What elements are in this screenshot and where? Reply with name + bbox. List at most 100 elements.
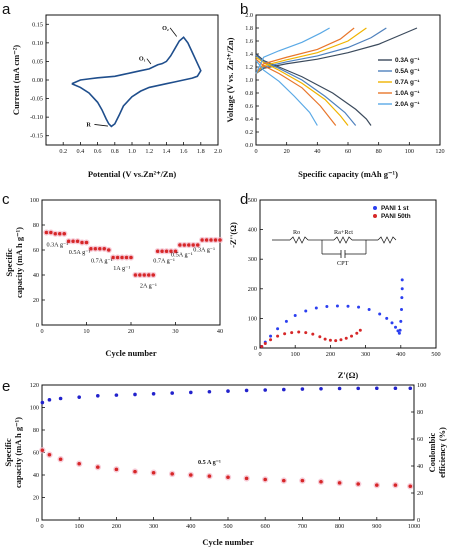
y-axis-label-e-line1: Specific bbox=[3, 438, 13, 467]
discharge-curve bbox=[255, 60, 318, 126]
y-tick-label-e: 20 bbox=[33, 495, 39, 502]
rate-label: 2A g⁻¹ bbox=[140, 283, 157, 290]
y-axis-label-d: -Z''(Ω) bbox=[228, 222, 238, 248]
y-tick-label-b: 0.6 bbox=[245, 103, 253, 110]
nyquist-point bbox=[399, 319, 403, 323]
capacity-point bbox=[96, 465, 100, 469]
nyquist-point bbox=[335, 304, 339, 308]
rate-label: 0.7A g⁻¹ bbox=[153, 258, 175, 265]
panel-label-c: c bbox=[2, 191, 10, 208]
data-point bbox=[191, 243, 196, 247]
efficiency-point bbox=[96, 394, 100, 398]
x-tick-label-c: 0 bbox=[40, 328, 43, 335]
nyquist-point bbox=[283, 332, 287, 336]
x-axis-label-e: Cycle number bbox=[202, 537, 253, 547]
panel-b: 0 20 40 60 80 100 120 0.0 0.2 0.4 0.6 0.8 1.0 1.2 1.4 1… bbox=[225, 1, 445, 179]
peak-arrow bbox=[169, 27, 178, 37]
y-tick-label-c: 60 bbox=[33, 247, 39, 254]
efficiency-point bbox=[263, 388, 268, 392]
nyquist-point bbox=[398, 328, 402, 332]
x-tick-label-a: 2.0 bbox=[214, 148, 222, 155]
data-point bbox=[93, 246, 98, 251]
nyquist-point bbox=[269, 334, 273, 338]
y-tick-label-c: 40 bbox=[33, 272, 39, 279]
y-tick-label-a: 0.15 bbox=[32, 21, 43, 28]
data-point bbox=[138, 273, 142, 277]
nyquist-point bbox=[323, 337, 327, 341]
x-tick-label-e: 200 bbox=[112, 523, 121, 530]
data-point bbox=[71, 239, 75, 244]
nyquist-point bbox=[318, 335, 322, 339]
legend-label: 0.5A g⁻¹ bbox=[395, 68, 419, 75]
legend-label: PANI 50th bbox=[381, 213, 411, 220]
legend-marker bbox=[373, 214, 377, 218]
x-tick-label-a: 1.8 bbox=[197, 148, 205, 155]
nyquist-point bbox=[400, 287, 404, 291]
y2-tick-label-e: 100 bbox=[417, 382, 426, 389]
panel-e: 0 100 200 300 400 500 600 700 800 900 100002040608… bbox=[2, 378, 447, 547]
x-tick-label-a: 1.0 bbox=[128, 148, 136, 155]
nyquist-point bbox=[346, 304, 350, 308]
resistor-rct bbox=[333, 236, 353, 244]
y-tick-label-e: 0 bbox=[36, 517, 39, 524]
nyquist-point bbox=[276, 334, 280, 338]
y-tick-label-d: 400 bbox=[248, 227, 257, 234]
y-tick-label-d: 300 bbox=[248, 256, 257, 263]
y-tick-label-a: -0.10 bbox=[30, 114, 43, 121]
capacity-point bbox=[282, 478, 286, 483]
efficiency-point bbox=[337, 386, 342, 391]
capacity-point bbox=[356, 482, 361, 486]
data-point bbox=[75, 239, 80, 244]
y-tick-label-d: 100 bbox=[248, 315, 257, 322]
efficiency-point bbox=[244, 388, 249, 393]
efficiency-point bbox=[151, 391, 156, 396]
capacity-point bbox=[77, 461, 81, 466]
data-point bbox=[187, 243, 191, 247]
peak-label: O₁ bbox=[139, 56, 146, 63]
efficiency-point bbox=[300, 387, 305, 391]
peak-arrow bbox=[146, 58, 152, 65]
data-point bbox=[53, 231, 58, 236]
nyquist-point bbox=[390, 321, 394, 325]
x-tick-label-d: 200 bbox=[326, 351, 335, 358]
peak-label: O₂ bbox=[162, 25, 169, 32]
efficiency-point bbox=[356, 386, 361, 391]
x-tick-label-a: 1.4 bbox=[163, 148, 171, 155]
y-tick-label-b: 1.2 bbox=[245, 64, 253, 71]
rate-label: 0.3A g⁻¹ bbox=[193, 246, 215, 253]
efficiency-point bbox=[40, 400, 45, 405]
nyquist-point bbox=[378, 312, 382, 316]
nyquist-point bbox=[394, 325, 398, 329]
x-tick-label-d: 400 bbox=[396, 351, 405, 358]
efficiency-point bbox=[189, 390, 193, 395]
nyquist-point bbox=[358, 328, 362, 332]
x-axis-label-a: Potential (V vs.Zn²⁺/Zn) bbox=[88, 169, 177, 179]
peak-label: R bbox=[86, 121, 91, 128]
resistor-ro bbox=[289, 236, 309, 244]
plot-frame-c bbox=[41, 199, 221, 326]
rate-label: 0.7A g⁻¹ bbox=[91, 258, 113, 265]
capacity-point bbox=[151, 470, 156, 475]
charge-curve bbox=[255, 27, 330, 74]
x-tick-label-c: 10 bbox=[83, 328, 89, 335]
y-tick-label-d: 0 bbox=[254, 345, 257, 352]
discharge-curve bbox=[255, 53, 372, 126]
x-tick-label-d: 300 bbox=[361, 351, 370, 358]
x-tick-label-b: 100 bbox=[405, 148, 414, 155]
x-tick-label-e: 400 bbox=[186, 523, 195, 530]
efficiency-point bbox=[408, 386, 413, 391]
circuit-label-ro: Ro bbox=[293, 229, 300, 236]
x-tick-label-e: 0 bbox=[40, 523, 43, 530]
capacity-point bbox=[408, 484, 413, 489]
nyquist-point bbox=[290, 331, 294, 335]
x-tick-label-e: 100 bbox=[75, 523, 84, 530]
plot-frame-d bbox=[259, 199, 437, 349]
legend-label: 0.3A g⁻¹ bbox=[395, 57, 419, 64]
nyquist-point bbox=[325, 305, 329, 309]
data-point bbox=[84, 240, 89, 245]
charge-curve bbox=[255, 27, 387, 74]
data-point bbox=[98, 246, 102, 251]
legend-label: PANI 1 st bbox=[381, 205, 409, 212]
